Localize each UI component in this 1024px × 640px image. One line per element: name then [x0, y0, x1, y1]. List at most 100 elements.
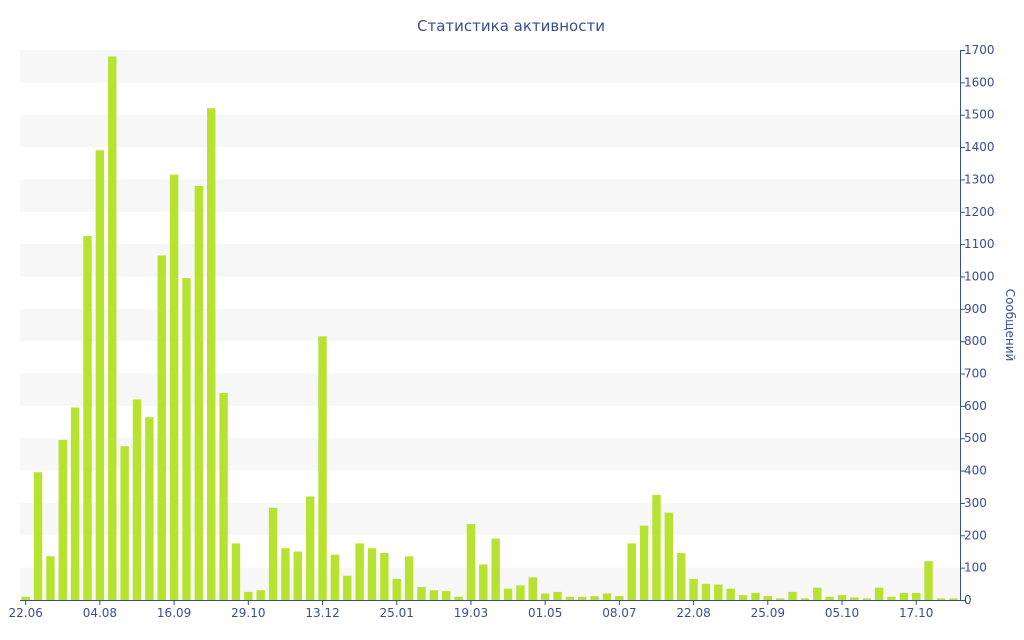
bar: [182, 278, 191, 600]
bar: [677, 553, 686, 600]
bar: [231, 543, 241, 600]
bar: [256, 590, 265, 600]
bar: [689, 578, 698, 600]
bar: [268, 507, 278, 600]
bar: [639, 525, 649, 600]
bar: [108, 56, 117, 601]
bar: [949, 598, 958, 600]
bar: [837, 595, 847, 600]
x-tick-label: 25.09: [751, 606, 785, 620]
bar: [516, 585, 525, 600]
x-tick-label: 05.10: [825, 606, 859, 620]
y-tick-label: 400: [964, 464, 987, 478]
bar: [825, 596, 834, 600]
x-tick-label: 16.09: [157, 606, 191, 620]
bar: [58, 439, 67, 600]
bar: [491, 538, 500, 600]
bar: [380, 553, 389, 600]
x-tick-label: 25.01: [380, 606, 414, 620]
y-tick-label: 1600: [964, 75, 995, 89]
x-tick-label: 13.12: [305, 606, 339, 620]
bar: [800, 598, 810, 600]
bar: [442, 590, 451, 600]
bar: [169, 174, 179, 600]
bar: [726, 588, 735, 600]
bar: [874, 587, 884, 600]
bar: [219, 392, 228, 600]
bar: [924, 561, 933, 600]
bar: [714, 584, 723, 600]
y-tick-label: 1200: [964, 205, 995, 219]
y-tick-label: 1100: [964, 237, 995, 251]
bar: [120, 446, 129, 600]
bar: [479, 564, 488, 600]
y-tick-label: 100: [964, 561, 987, 575]
y-axis-label: Сообщений: [1003, 289, 1017, 362]
bar: [528, 577, 537, 600]
chart-title: Статистика активности: [417, 17, 605, 35]
bar: [318, 336, 327, 600]
bar: [899, 592, 909, 600]
bar: [281, 548, 290, 600]
y-tick-label: 1500: [964, 108, 995, 122]
x-tick-label: 04.08: [83, 606, 117, 620]
bar: [305, 496, 315, 600]
x-tick-label: 22.08: [676, 606, 710, 620]
bar: [578, 596, 587, 600]
bar: [602, 593, 612, 600]
bar: [207, 108, 216, 601]
bar: [21, 596, 30, 600]
grid-band: [20, 50, 960, 83]
y-tick-label: 900: [964, 302, 987, 316]
bar: [813, 587, 822, 600]
bar: [330, 554, 340, 600]
bar: [244, 591, 253, 600]
x-tick-label: 01.05: [528, 606, 562, 620]
grid-band: [20, 179, 960, 212]
y-axis-ticks: 0 100 200 300 400 500 600 700 800 900 1000 1100 1200…: [960, 43, 995, 607]
bar: [565, 596, 575, 600]
bar: [936, 598, 946, 600]
bar: [466, 523, 476, 600]
bar: [652, 494, 661, 600]
bar: [293, 551, 302, 600]
y-tick-label: 1400: [964, 140, 995, 154]
bar: [70, 407, 80, 600]
grid-band: [20, 114, 960, 148]
bar: [367, 548, 377, 600]
bar: [887, 596, 896, 600]
y-tick-label: 1300: [964, 172, 995, 186]
bar: [664, 512, 674, 600]
bar: [788, 591, 797, 600]
bar: [95, 150, 105, 601]
y-tick-label: 200: [964, 528, 987, 542]
bar: [355, 543, 364, 600]
y-tick-label: 500: [964, 431, 987, 445]
y-tick-label: 800: [964, 334, 987, 348]
bar: [701, 583, 711, 600]
bar: [404, 556, 414, 600]
x-tick-label: 22.06: [9, 606, 43, 620]
bar: [553, 591, 562, 600]
bar: [83, 236, 92, 600]
bar: [132, 399, 142, 600]
x-axis-ticks: 22.06 04.08 16.09 29.10 13.12 25.01 19.03 01.05…: [9, 600, 933, 620]
bar: [503, 588, 513, 600]
bar: [615, 596, 624, 600]
bar: [912, 592, 921, 600]
y-tick-label: 600: [964, 399, 987, 413]
bar: [590, 596, 599, 600]
bar: [145, 417, 154, 600]
bar: [417, 587, 426, 600]
bar: [738, 595, 748, 600]
bar: [627, 543, 636, 600]
y-tick-label: 0: [964, 593, 972, 607]
bar: [763, 596, 772, 600]
bar: [540, 593, 550, 600]
x-tick-label: 29.10: [231, 606, 265, 620]
x-tick-label: 08.07: [602, 606, 636, 620]
x-tick-label: 19.03: [454, 606, 488, 620]
bar: [157, 255, 166, 600]
bar: [850, 597, 859, 600]
bar-series: [21, 56, 958, 601]
